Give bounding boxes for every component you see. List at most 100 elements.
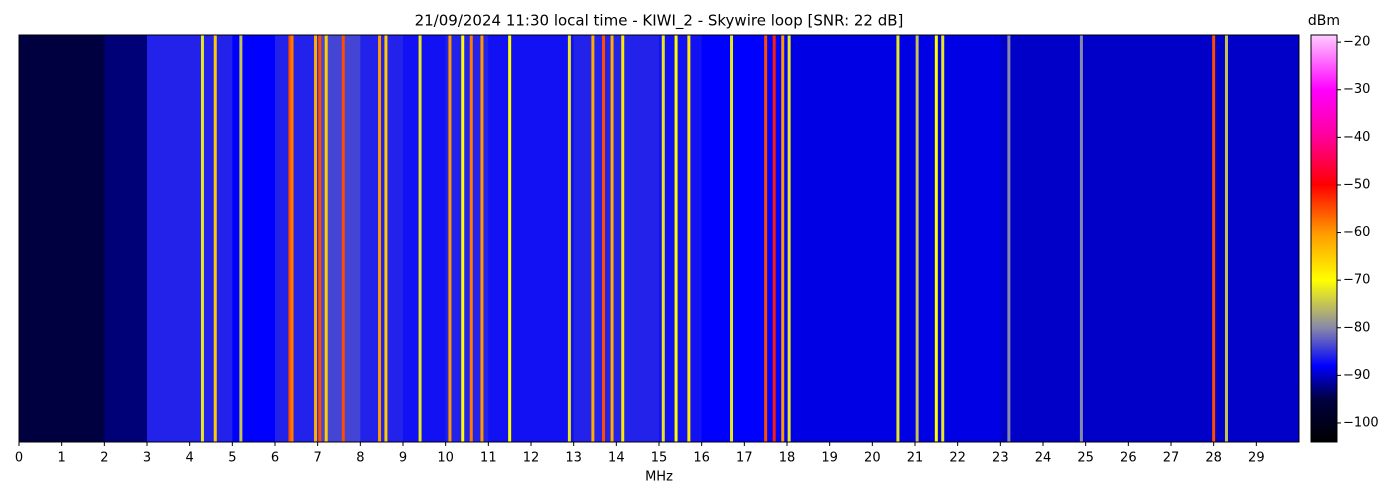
signal-line: [469, 35, 473, 442]
x-tick-label: 3: [143, 451, 151, 466]
x-tick-label: 4: [186, 451, 194, 466]
signal-line: [314, 35, 318, 442]
x-tick-label: 28: [1205, 451, 1222, 466]
x-tick-label: 20: [864, 451, 881, 466]
signal-line: [764, 35, 768, 442]
chart-title: 21/09/2024 11:30 local time - KIWI_2 - S…: [415, 12, 904, 31]
signal-line: [567, 35, 571, 442]
signal-line: [324, 35, 328, 442]
signal-line: [290, 35, 294, 442]
x-tick-label: 2: [100, 451, 108, 466]
colorbar-tick-label: −80: [1343, 320, 1370, 335]
floor-band: [1171, 35, 1215, 442]
x-tick-label: 29: [1248, 451, 1265, 466]
x-tick-label: 22: [949, 451, 966, 466]
x-tick-label: 15: [651, 451, 668, 466]
signal-line: [480, 35, 484, 442]
floor-band: [317, 35, 361, 442]
floor-band: [957, 35, 1001, 442]
colorbar-tick-label: −40: [1343, 130, 1370, 145]
floor-band: [1043, 35, 1087, 442]
floor-band: [829, 35, 873, 442]
x-tick-label: 11: [480, 451, 497, 466]
signal-line: [602, 35, 606, 442]
x-tick-label: 16: [693, 451, 710, 466]
signal-line: [781, 35, 785, 442]
colorbar-tick-label: −90: [1343, 368, 1370, 383]
floor-band: [19, 35, 63, 442]
x-tick-label: 5: [228, 451, 236, 466]
x-axis-label: MHz: [645, 470, 673, 485]
floor-band: [787, 35, 831, 442]
signal-line: [674, 35, 678, 442]
signal-line: [621, 35, 625, 442]
x-tick-label: 10: [437, 451, 454, 466]
colorbar-tick-label: −70: [1343, 273, 1370, 288]
x-tick-label: 9: [399, 451, 407, 466]
floor-band: [1213, 35, 1257, 442]
signal-line: [378, 35, 382, 442]
x-tick-label: 18: [779, 451, 796, 466]
floor-band: [360, 35, 404, 442]
signal-line: [1212, 35, 1216, 442]
floor-band: [701, 35, 745, 442]
x-tick-label: 21: [907, 451, 924, 466]
signal-line: [934, 35, 938, 442]
colorbar-label: dBm: [1308, 13, 1340, 29]
signal-line: [318, 35, 322, 442]
signal-line: [418, 35, 422, 442]
x-tick-label: 6: [271, 451, 279, 466]
signal-line: [200, 35, 204, 442]
signal-line: [1224, 35, 1228, 442]
floor-band: [61, 35, 105, 442]
signal-line: [772, 35, 776, 442]
x-tick-label: 1: [58, 451, 66, 466]
colorbar-tick-label: −100: [1343, 415, 1379, 430]
x-tick-label: 26: [1120, 451, 1137, 466]
floor-band: [403, 35, 447, 442]
x-tick-label: 7: [314, 451, 322, 466]
x-tick-label: 14: [608, 451, 625, 466]
floor-band: [872, 35, 916, 442]
x-tick-label: 17: [736, 451, 753, 466]
signal-line: [213, 35, 217, 442]
floor-band: [1128, 35, 1172, 442]
signal-line: [787, 35, 791, 442]
floor-band: [1000, 35, 1044, 442]
floor-band: [147, 35, 191, 442]
floor-band: [1256, 35, 1300, 442]
floor-band: [573, 35, 617, 442]
signal-line: [239, 35, 243, 442]
signal-line: [591, 35, 595, 442]
signal-line: [508, 35, 512, 442]
x-tick-label: 24: [1035, 451, 1052, 466]
floor-band: [659, 35, 703, 442]
signal-line: [288, 35, 292, 442]
signal-line: [687, 35, 691, 442]
signal-line: [941, 35, 945, 442]
x-tick-label: 25: [1077, 451, 1094, 466]
floor-band: [104, 35, 148, 442]
signal-line: [730, 35, 734, 442]
x-tick-label: 12: [523, 451, 540, 466]
signal-line: [1007, 35, 1011, 442]
x-tick-label: 23: [992, 451, 1009, 466]
signal-line: [341, 35, 345, 442]
colorbar: [1310, 34, 1338, 443]
floor-band: [531, 35, 575, 442]
signal-line: [384, 35, 388, 442]
colorbar-tick-label: −30: [1343, 82, 1370, 97]
x-tick-label: 8: [356, 451, 364, 466]
x-tick-label: 13: [565, 451, 582, 466]
floor-band: [275, 35, 319, 442]
colorbar-tick-label: −20: [1343, 35, 1370, 50]
colorbar-tick-label: −50: [1343, 177, 1370, 192]
signal-line: [915, 35, 919, 442]
signal-line: [461, 35, 465, 442]
x-tick-label: 0: [15, 451, 23, 466]
floor-band: [1085, 35, 1129, 442]
floor-band: [232, 35, 276, 442]
x-tick-label: 27: [1163, 451, 1180, 466]
x-tick-label: 19: [821, 451, 838, 466]
